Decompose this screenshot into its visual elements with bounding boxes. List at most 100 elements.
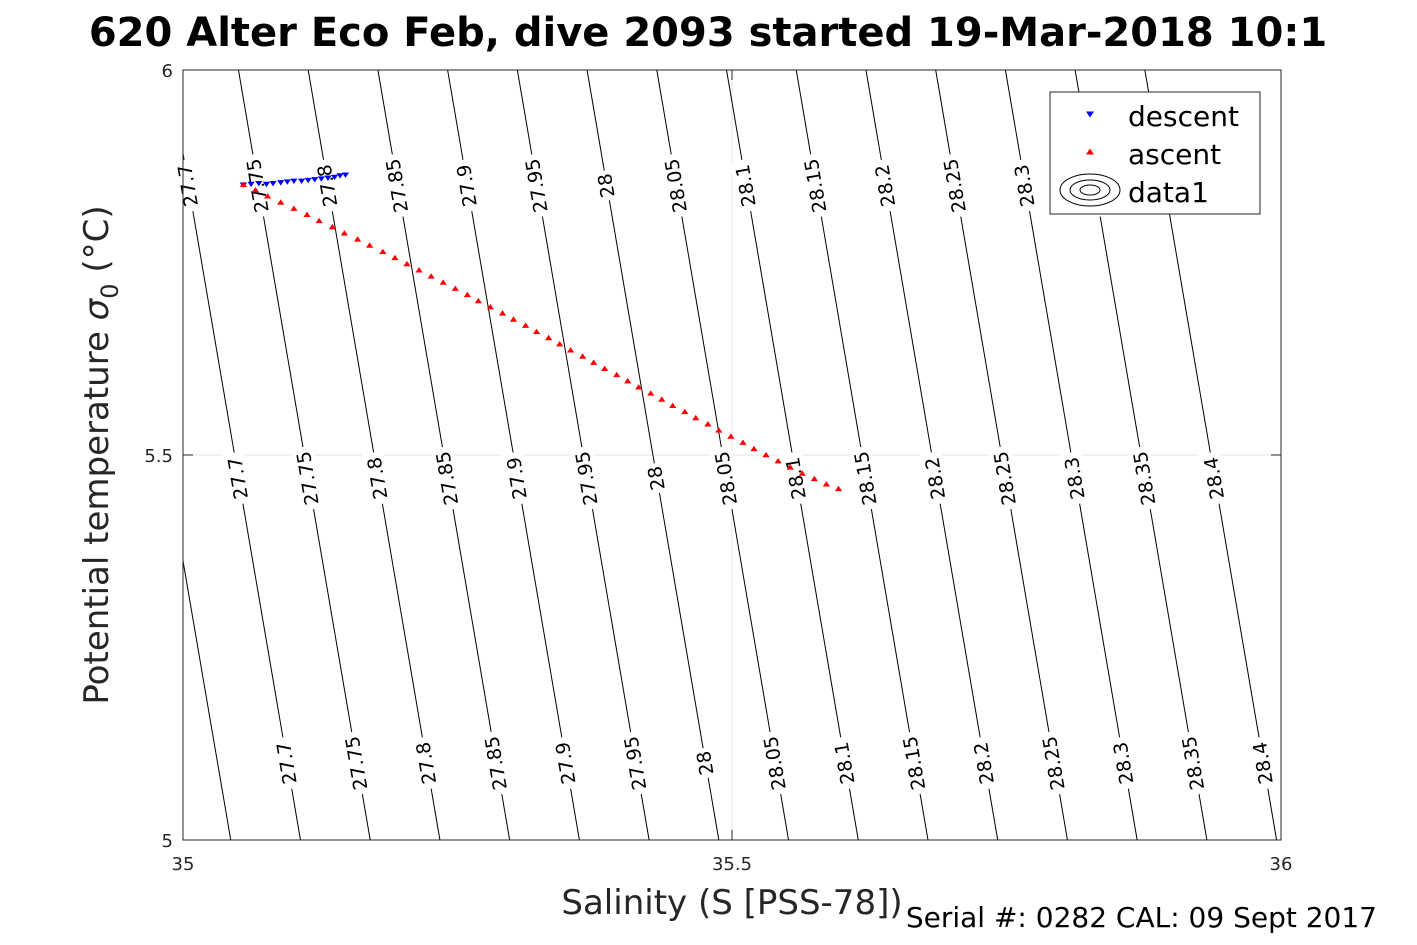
contour-label-bg	[828, 735, 860, 791]
legend-contour-marker	[1079, 184, 1101, 196]
contour-label: 27.9	[549, 735, 581, 791]
contour-label-bg	[1037, 730, 1070, 797]
ascent-point	[366, 242, 374, 248]
contour-label-bg	[1127, 445, 1161, 512]
contour-label: 27.8	[410, 735, 441, 791]
descent-point	[255, 180, 263, 187]
ascent-point	[474, 297, 482, 304]
contour-label-bg	[938, 152, 971, 219]
contour-label-bg	[691, 746, 719, 780]
contour-label: 28.25	[938, 152, 971, 219]
contour-label-bg	[172, 158, 203, 214]
ascent-point	[463, 291, 471, 298]
contour-labels: 27.727.7527.827.8527.927.952828.0528.128…	[172, 152, 1278, 797]
descent-point	[317, 176, 325, 182]
ascent-point	[521, 322, 530, 328]
ascent-point	[590, 359, 598, 365]
ascent-point	[647, 390, 655, 396]
contour-label-bg	[570, 445, 603, 512]
ascent-point	[353, 236, 362, 242]
x-tick-label: 35.5	[712, 854, 752, 875]
ascent-point	[834, 485, 843, 492]
descent-point	[304, 177, 312, 184]
ascent-point	[263, 193, 272, 199]
y-tick-label: 5	[162, 831, 173, 852]
contour-label-bg	[919, 450, 951, 506]
contour-label-bg	[339, 730, 373, 797]
ascent-point	[762, 451, 770, 458]
descent-point	[262, 181, 271, 188]
contour-label-bg	[798, 152, 832, 219]
contour-label-bg	[730, 158, 761, 214]
ascent-point	[251, 186, 260, 193]
contour-label-bg	[869, 158, 900, 214]
legend-label: ascent	[1128, 138, 1221, 171]
y-tick-label: 5.5	[144, 446, 173, 467]
contour-label-bg	[451, 158, 482, 214]
chart-title: 620 Alter Eco Feb, dive 2093 started 19-…	[89, 10, 1327, 56]
ascent-point	[486, 304, 495, 310]
contour-label: 28.3	[1107, 735, 1138, 791]
contour-label-bg	[271, 735, 302, 791]
isopycnal-line	[182, 560, 232, 841]
legend: descent ascent data1	[1049, 91, 1261, 215]
descent-point	[336, 173, 344, 179]
contour-label: 28	[592, 169, 620, 203]
ascent-point	[439, 279, 447, 285]
ascent-point	[624, 377, 632, 384]
contour-label-bg	[642, 461, 670, 495]
descent-point	[283, 179, 291, 185]
ascent-point	[635, 384, 643, 390]
ascent-point	[427, 273, 435, 279]
descent-point	[290, 178, 298, 185]
contour-label-bg	[380, 152, 413, 219]
descent-point	[247, 181, 255, 188]
x-axis-label: Salinity (S [PSS-78])	[561, 883, 902, 923]
descent-point	[330, 174, 339, 181]
contour-label-bg	[848, 445, 882, 512]
ascent-point	[704, 421, 712, 427]
ascent-point	[340, 230, 349, 236]
ascent-point	[727, 433, 735, 439]
contour-label-bg	[222, 450, 253, 506]
contour-label-bg	[968, 735, 999, 791]
y-axis-label: Potential temperature σ0 (°C)	[77, 205, 124, 704]
descent-point	[277, 180, 285, 186]
contour-label: 27.7	[271, 735, 302, 791]
contour-label-bg	[758, 730, 791, 797]
ascent-point	[391, 254, 399, 261]
ascent-point	[692, 414, 700, 421]
ascent-point	[579, 353, 587, 359]
ascent-point	[239, 181, 247, 187]
legend-contour-marker	[1059, 173, 1121, 207]
descent-point	[324, 175, 332, 181]
ascent-point	[750, 445, 758, 452]
ascent-point	[379, 248, 387, 254]
ascent-point	[451, 285, 459, 291]
legend-marker-descent	[1086, 111, 1094, 118]
contour-label-bg	[897, 730, 930, 797]
ascent-point	[739, 439, 747, 445]
contour-label-bg	[291, 445, 324, 512]
serial-footer: Serial #: 0282 CAL: 09 Sept 2017	[906, 901, 1377, 934]
descent-point	[269, 180, 277, 187]
y-tick-label: 6	[162, 61, 173, 82]
contour-label-bg	[311, 158, 343, 214]
contour-label-bg	[1247, 735, 1278, 791]
contour-label-bg	[592, 169, 620, 203]
contour-label-bg	[1176, 730, 1209, 797]
ascent-point	[303, 211, 311, 218]
contour-label-bg	[361, 450, 393, 506]
legend-label: descent	[1128, 100, 1239, 133]
contour-label-text: 28	[644, 464, 670, 492]
contour-label-text: 28	[594, 172, 620, 200]
contour-label-bg	[1198, 450, 1229, 506]
x-tick-label: 36	[1270, 854, 1293, 875]
legend-items: descent ascent data1	[1059, 100, 1239, 209]
ascent-point	[810, 475, 818, 482]
contour-label-bg	[659, 152, 692, 219]
ascent-point	[715, 427, 723, 433]
ascent-point	[403, 260, 411, 267]
contour-label-bg	[519, 152, 553, 219]
